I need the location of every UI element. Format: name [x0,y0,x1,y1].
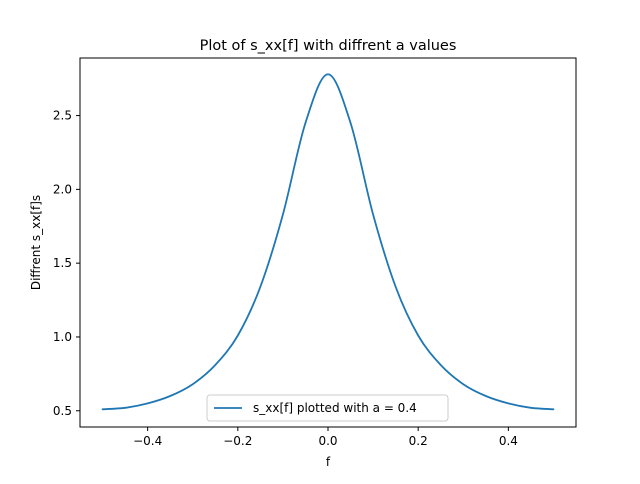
x-tick-label: 0.2 [409,434,428,448]
legend: s_xx[f] plotted with a = 0.4 [206,394,449,422]
y-tick-label: 2.0 [53,182,72,196]
x-axis: −0.4 −0.2 0.0 0.2 0.4 [133,427,518,448]
y-tick-label: 1.0 [53,330,72,344]
y-tick-label: 1.5 [53,256,72,270]
x-tick-label: 0.4 [499,434,518,448]
x-tick-label: −0.4 [133,434,162,448]
y-axis: 0.5 1.0 1.5 2.0 2.5 [53,109,80,418]
plot-area: −0.4 −0.2 0.0 0.2 0.4 0.5 1.0 1.5 2.0 2.5 [53,57,577,448]
x-axis-label: f [326,455,331,469]
y-axis-label: Diffrent s_xx[f]s [29,195,43,290]
x-tick-label: −0.2 [223,434,252,448]
legend-label: s_xx[f] plotted with a = 0.4 [253,401,417,415]
legend-box [206,394,449,422]
x-tick-label: 0.0 [318,434,337,448]
y-tick-label: 0.5 [53,404,72,418]
y-tick-label: 2.5 [53,109,72,123]
series-line [101,73,555,411]
chart-title: Plot of s_xx[f] with diffrent a values [200,38,457,54]
axes-frame [79,57,577,428]
